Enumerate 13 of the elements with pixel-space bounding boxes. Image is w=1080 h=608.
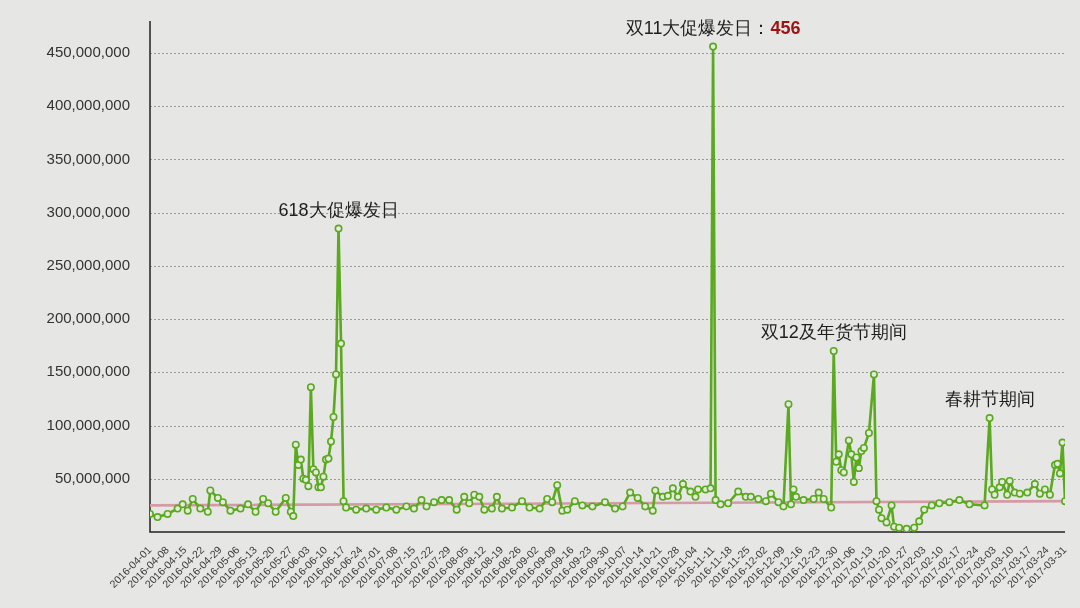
annotation: 春耕节期间	[944, 389, 1035, 410]
annotation: 618大促爆发日	[278, 199, 399, 220]
y-tick-label: 250,000,000	[46, 255, 130, 273]
y-tick-label: 300,000,000	[46, 202, 130, 220]
annotation: 双11大促爆发日：456	[625, 17, 801, 38]
y-tick-label: 350,000,000	[46, 149, 130, 167]
annotation: 双12及年货节期间	[760, 322, 907, 343]
y-tick-label: 50,000,000	[54, 468, 130, 486]
y-tick-label: 450,000,000	[46, 43, 130, 61]
y-tick-label: 400,000,000	[46, 96, 130, 114]
y-tick-label: 100,000,000	[46, 415, 130, 433]
y-tick-label: 200,000,000	[46, 309, 130, 327]
y-tick-label: 150,000,000	[46, 362, 130, 380]
